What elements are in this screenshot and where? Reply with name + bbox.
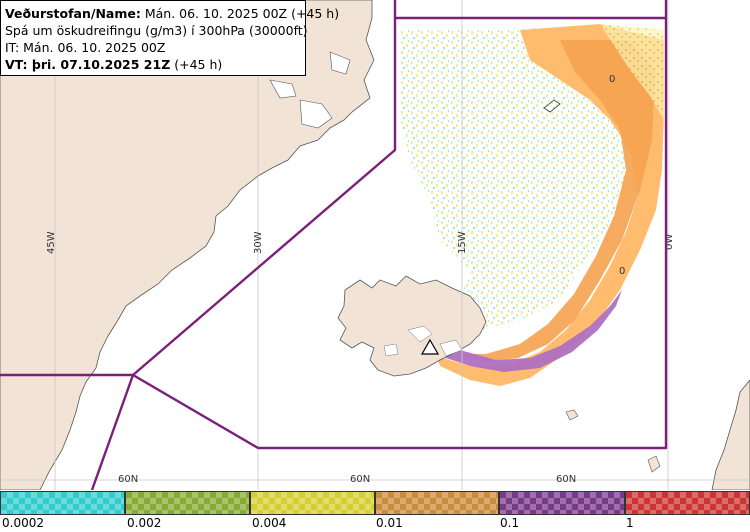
greenland-landmass xyxy=(0,0,375,490)
legend-swatch xyxy=(499,491,625,515)
norway-coast xyxy=(711,379,750,490)
issuer-label: Veðurstofan/Name: xyxy=(5,6,141,21)
latitude-label: 60N xyxy=(118,474,138,485)
legend-swatch xyxy=(375,491,499,515)
valid-time-offset: (+45 h) xyxy=(170,57,223,72)
longitude-label: 0W xyxy=(664,234,675,250)
ash-dispersion-map: 0 0 45W 30W 15W 0W 60N 60N 60N xyxy=(0,0,750,490)
legend-swatch xyxy=(625,491,750,515)
fjord xyxy=(299,99,333,129)
legend-tick-label: 1 xyxy=(626,516,634,530)
legend-swatch xyxy=(250,491,375,515)
ash-plume-purple xyxy=(430,290,622,372)
shetland xyxy=(647,455,661,473)
valid-time-label: VT: þri. 07.10.2025 21Z xyxy=(5,57,171,72)
faroe-islands xyxy=(565,409,579,421)
ash-plume-orange xyxy=(436,24,664,386)
issuer-value: Mán. 06. 10. 2025 00Z (+45 h) xyxy=(140,6,340,21)
ash-plume-edge xyxy=(600,24,664,120)
latitude-label: 60N xyxy=(350,474,370,485)
concentration-legend: 0.0002 0.002 0.004 0.01 0.1 1 xyxy=(0,491,750,532)
legend-tick-label: 0.0002 xyxy=(2,516,44,530)
longitude-label: 15W xyxy=(457,231,468,254)
graticule xyxy=(0,0,750,490)
legend-swatch xyxy=(0,491,125,515)
latitude-label: 60N xyxy=(556,474,576,485)
legend-tick-label: 0.01 xyxy=(376,516,403,530)
contour-label: 0 xyxy=(609,74,615,85)
volcano-marker-icon xyxy=(420,338,440,355)
legend-tick-label: 0.1 xyxy=(500,516,520,530)
fjord xyxy=(329,51,351,75)
issuer-line: Veðurstofan/Name: Mán. 06. 10. 2025 00Z … xyxy=(5,5,339,22)
contour-label: 0 xyxy=(619,266,625,277)
legend-tick-label: 0.004 xyxy=(252,516,287,530)
glacier xyxy=(407,325,433,343)
initial-time: IT: Mán. 06. 10. 2025 00Z xyxy=(5,40,166,55)
legend-tick-label: 0.002 xyxy=(127,516,162,530)
longitude-label: 30W xyxy=(253,231,264,254)
airspace-boundary xyxy=(0,0,668,490)
valid-time-line: VT: þri. 07.10.2025 21Z (+45 h) xyxy=(5,56,301,73)
product-description: Spá um öskudreifingu (g/m3) í 300hPa (30… xyxy=(5,23,308,38)
longitude-label: 45W xyxy=(46,231,57,254)
legend-swatch xyxy=(125,491,250,515)
fjord xyxy=(269,79,297,99)
contour-polygon xyxy=(543,99,561,113)
forecast-info-box: Veðurstofan/Name: Mán. 06. 10. 2025 00Z … xyxy=(0,0,339,76)
glacier xyxy=(383,343,399,357)
